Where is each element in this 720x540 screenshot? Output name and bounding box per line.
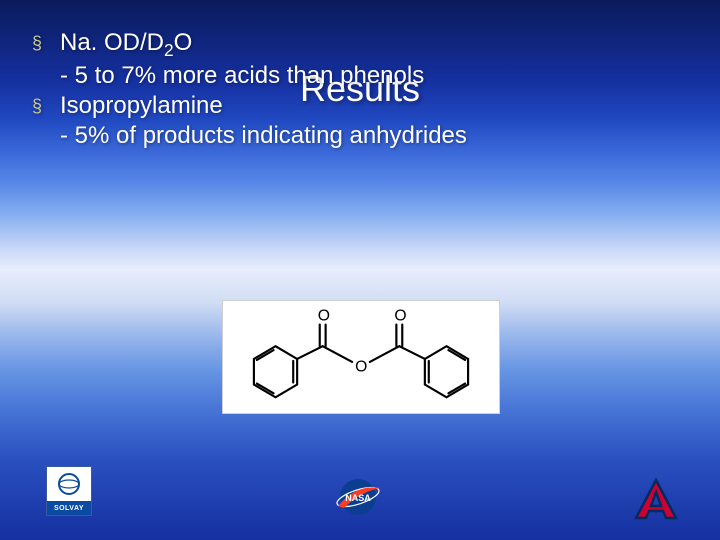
oxygen-label: O [394, 308, 406, 325]
oxygen-label: O [318, 308, 330, 325]
bullet-head: Isopropylamine [60, 91, 688, 121]
nasa-logo: NASA [330, 472, 386, 518]
slide: Results § Na. OD/D2O - 5 to 7% more acid… [0, 0, 720, 540]
oxygen-label: O [355, 359, 367, 376]
bullet-sub: - 5 to 7% more acids than phenols [32, 61, 688, 91]
solvay-ring-icon [47, 467, 91, 501]
arizona-logo [632, 478, 680, 520]
slide-content: Results § Na. OD/D2O - 5 to 7% more acid… [32, 28, 688, 151]
bullet-list: § Na. OD/D2O - 5 to 7% more acids than p… [32, 28, 688, 151]
solvay-logo: SOLVAY [46, 466, 92, 516]
molecule-structure: O O O [222, 300, 500, 414]
bullet-marker-icon: § [32, 28, 60, 58]
solvay-label: SOLVAY [47, 501, 91, 515]
benzoic-anhydride-svg: O O O [223, 301, 499, 413]
bullet-sub: - 5% of products indicating anhydrides [32, 121, 688, 151]
bullet-item: § Na. OD/D2O [32, 28, 688, 61]
bullet-marker-icon: § [32, 91, 60, 121]
svg-text:NASA: NASA [345, 493, 371, 503]
bullet-head: Na. OD/D2O [60, 28, 688, 61]
bullet-item: § Isopropylamine [32, 91, 688, 121]
